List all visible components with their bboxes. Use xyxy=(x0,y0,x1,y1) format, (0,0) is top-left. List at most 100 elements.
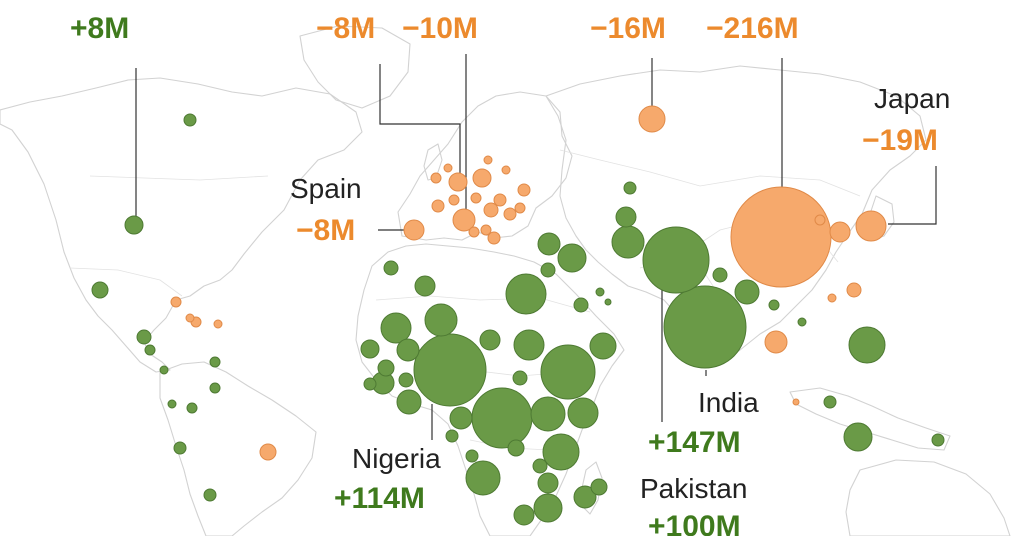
germany-change-label: −8M xyxy=(316,12,375,45)
russia-bubble xyxy=(638,105,666,133)
south-america-outline xyxy=(159,361,317,536)
india-change-label: +147M xyxy=(648,426,741,459)
decline-bubble xyxy=(487,231,501,245)
japan-bubble xyxy=(855,210,887,242)
asia-outline xyxy=(545,65,927,363)
growth-bubble xyxy=(383,260,399,276)
decline-bubble xyxy=(480,224,492,236)
growth-bubble xyxy=(167,399,177,409)
growth-bubble xyxy=(424,303,458,337)
growth-bubble xyxy=(537,472,559,494)
growth-bubble xyxy=(186,402,198,414)
growth-bubble xyxy=(848,326,886,364)
decline-bubble xyxy=(483,202,499,218)
spain-name-label: Spain xyxy=(290,173,362,204)
growth-bubble xyxy=(159,365,169,375)
basemap xyxy=(0,25,1011,536)
china-change-label: −216M xyxy=(706,12,799,45)
growth-bubble xyxy=(532,458,548,474)
decline-bubble xyxy=(468,226,480,238)
growth-bubble xyxy=(203,488,217,502)
growth-bubble xyxy=(533,493,563,523)
decline-bubble xyxy=(472,168,492,188)
growth-bubble xyxy=(530,396,566,432)
growth-bubble xyxy=(209,356,221,368)
germany-bubble xyxy=(448,172,468,192)
growth-bubble xyxy=(505,273,547,315)
australia-outline xyxy=(845,459,1011,536)
leader-lines xyxy=(135,54,937,440)
growth-bubble xyxy=(471,387,533,449)
russia-border xyxy=(559,149,861,197)
growth-bubble xyxy=(465,449,479,463)
decline-bubble xyxy=(493,193,507,207)
bubbles xyxy=(91,105,945,526)
decline-bubble xyxy=(503,207,517,221)
growth-bubble xyxy=(513,329,545,361)
decline-bubble xyxy=(170,296,182,308)
decline-bubble xyxy=(213,319,223,329)
labels: +8M −8M −10M −16M −216M Japan −19M Spain… xyxy=(70,12,950,536)
china-bubble xyxy=(730,186,832,288)
growth-bubble xyxy=(537,232,561,256)
decline-bubble xyxy=(829,221,851,243)
growth-bubble xyxy=(363,377,377,391)
india-bubble xyxy=(663,285,747,369)
decline-bubble xyxy=(792,398,800,406)
growth-bubble xyxy=(590,478,608,496)
growth-bubble xyxy=(513,504,535,526)
united-states-bubble xyxy=(124,215,144,235)
growth-bubble xyxy=(479,329,501,351)
growth-bubble xyxy=(465,460,501,496)
growth-bubble xyxy=(615,206,637,228)
growth-bubble xyxy=(507,439,525,457)
spain-change-label: −8M xyxy=(296,214,355,247)
us-mexico-border xyxy=(69,267,183,297)
greenland-outline xyxy=(299,25,411,109)
decline-bubble xyxy=(448,194,460,206)
growth-bubble xyxy=(595,287,605,297)
decline-bubble xyxy=(443,163,453,173)
growth-bubble xyxy=(396,389,422,415)
growth-bubble xyxy=(414,275,436,297)
decline-bubble xyxy=(430,172,442,184)
growth-bubble xyxy=(540,262,556,278)
growth-bubble xyxy=(611,225,645,259)
growth-bubble xyxy=(449,406,473,430)
decline-bubble xyxy=(764,330,788,354)
decline-bubble xyxy=(470,192,482,204)
growth-bubble xyxy=(540,344,596,400)
pakistan-bubble xyxy=(642,226,710,294)
decline-bubble xyxy=(483,155,493,165)
growth-bubble xyxy=(557,243,587,273)
spain-bubble xyxy=(403,219,425,241)
us-change-label: +8M xyxy=(70,12,129,45)
growth-bubble xyxy=(589,332,617,360)
italy-change-label: −10M xyxy=(402,12,478,45)
growth-bubble xyxy=(398,372,414,388)
growth-bubble xyxy=(144,344,156,356)
nigeria-bubble xyxy=(413,333,487,407)
japan-leader-line xyxy=(888,166,937,225)
growth-bubble xyxy=(797,317,807,327)
growth-bubble xyxy=(542,433,580,471)
growth-bubble xyxy=(573,297,589,313)
growth-bubble xyxy=(209,382,221,394)
growth-bubble xyxy=(173,441,187,455)
sahara-border xyxy=(375,295,591,313)
decline-bubble xyxy=(846,282,862,298)
growth-bubble xyxy=(823,395,837,409)
growth-bubble xyxy=(768,299,780,311)
decline-bubble xyxy=(814,214,826,226)
growth-bubble xyxy=(573,485,597,509)
japan-change-label: −19M xyxy=(862,124,938,157)
decline-bubble xyxy=(431,199,445,213)
germany-leader-line xyxy=(379,64,461,178)
growth-bubble xyxy=(712,267,728,283)
russia-change-label: −16M xyxy=(590,12,666,45)
us-canada-border xyxy=(89,175,269,181)
growth-bubble xyxy=(604,298,612,306)
growth-bubble xyxy=(567,397,599,429)
decline-bubble xyxy=(517,183,531,197)
